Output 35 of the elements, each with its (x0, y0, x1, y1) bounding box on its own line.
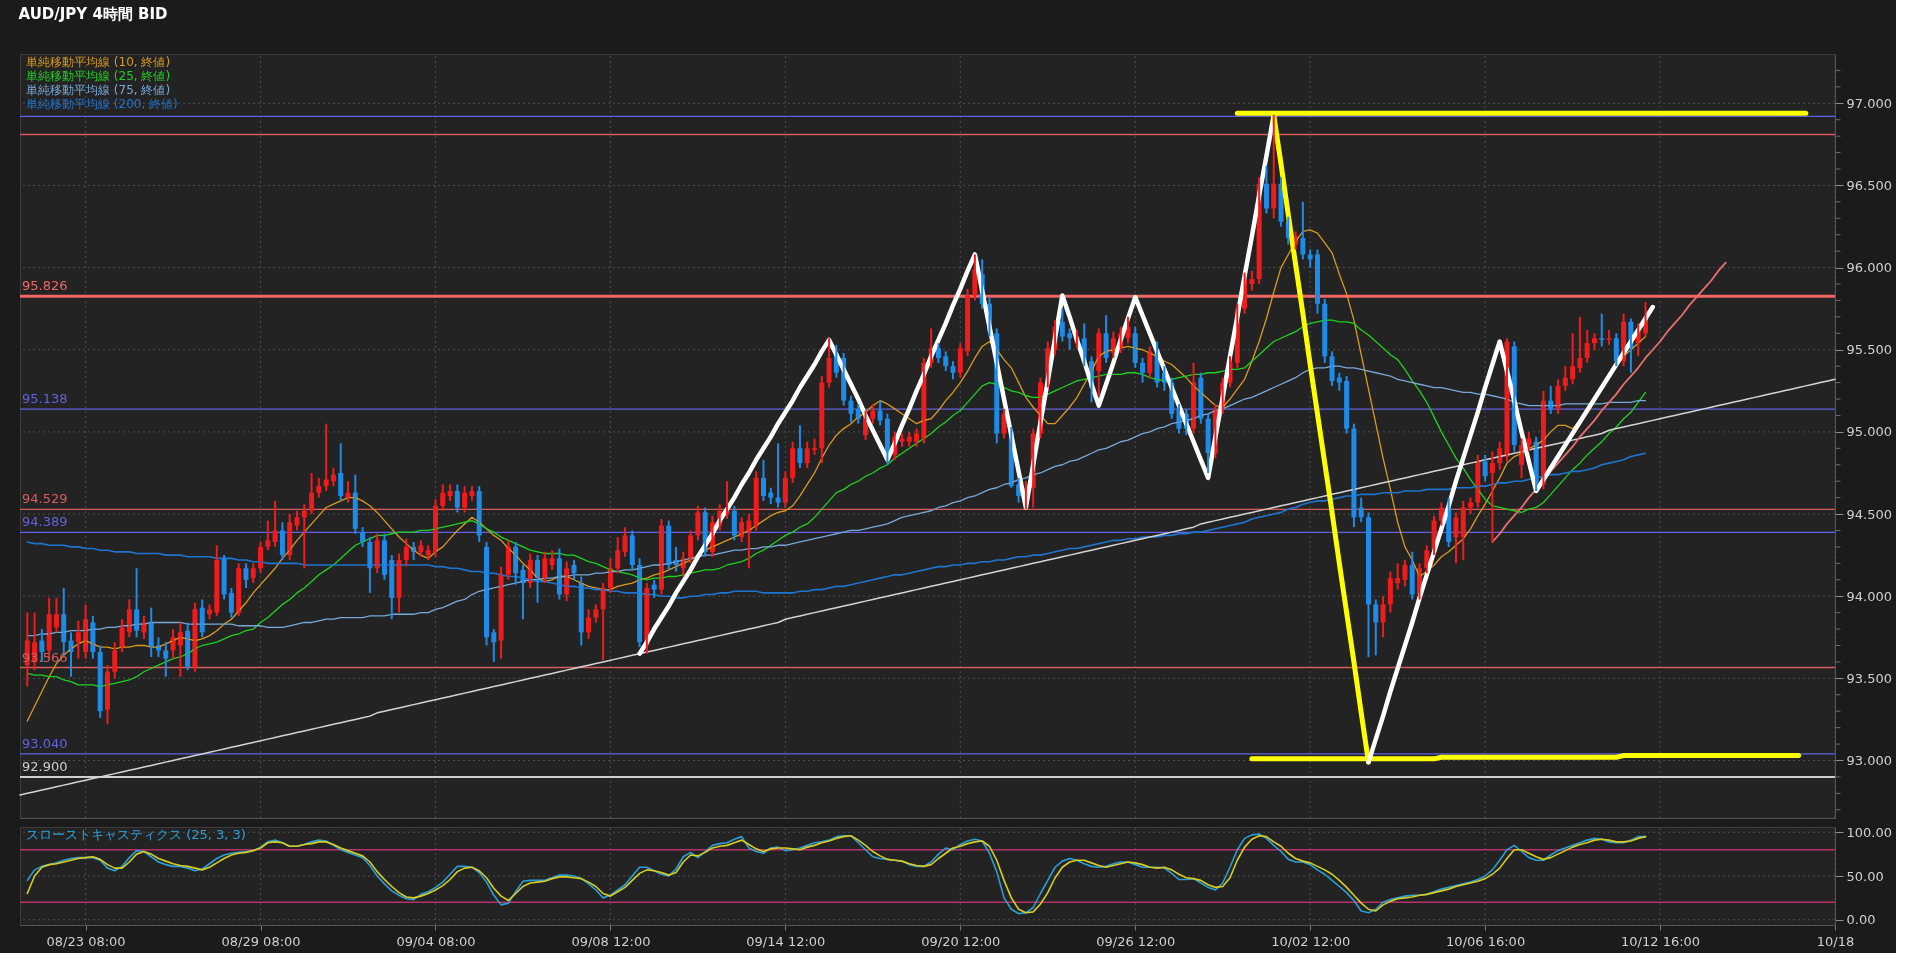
text: 単純移動平均線 (200, 終値) (26, 97, 178, 111)
text: 単純移動平均線 (25, 終値) (26, 69, 171, 83)
x-tick-label: 09/08 12:00 (571, 933, 651, 949)
y-tick-label: 50.00 (1846, 868, 1884, 884)
ref-line-label: 93.040 (22, 735, 68, 751)
x-tick-label: 08/23 08:00 (46, 933, 126, 949)
x-tick-label: 10/18 (1816, 933, 1855, 949)
y-tick-label: 96.000 (1846, 260, 1892, 276)
text: 単純移動平均線 (10, 終値) (26, 55, 171, 69)
x-tick-label: 10/12 16:00 (1621, 933, 1701, 949)
x-tick-label: 09/14 12:00 (746, 933, 826, 949)
x-tick-label: 10/02 12:00 (1271, 933, 1351, 949)
ref-line-label: 94.529 (22, 491, 68, 507)
y-tick-label: 96.500 (1846, 177, 1892, 193)
ref-line-label: 94.389 (22, 514, 68, 530)
x-tick-label: 09/26 12:00 (1096, 933, 1176, 949)
ref-line-label: 95.138 (22, 391, 68, 407)
y-tick-label: 93.500 (1846, 670, 1892, 686)
ref-line-label: 92.900 (22, 758, 68, 774)
x-tick-label: 08/29 08:00 (221, 933, 301, 949)
x-tick-label: 09/04 08:00 (396, 933, 476, 949)
text: 単純移動平均線 (75, 終値) (26, 83, 171, 97)
y-tick-label: 0.00 (1846, 912, 1876, 928)
x-tick-label: 09/20 12:00 (921, 933, 1001, 949)
ref-line-label: 95.826 (22, 278, 68, 294)
y-tick-label: 97.000 (1846, 95, 1892, 111)
y-tick-label: 95.500 (1846, 342, 1892, 358)
y-tick-label: 94.500 (1846, 506, 1892, 522)
series-label: スローストキャスティクス (25, 3, 3) (26, 827, 246, 842)
y-tick-label: 94.000 (1846, 588, 1892, 604)
chart-title: AUD/JPY 4時間 BID (18, 4, 168, 23)
x-tick-label: 10/06 16:00 (1446, 933, 1526, 949)
y-tick-label: 93.000 (1846, 752, 1892, 768)
y-tick-label: 100.00 (1846, 824, 1892, 840)
y-tick-label: 95.000 (1846, 424, 1892, 440)
